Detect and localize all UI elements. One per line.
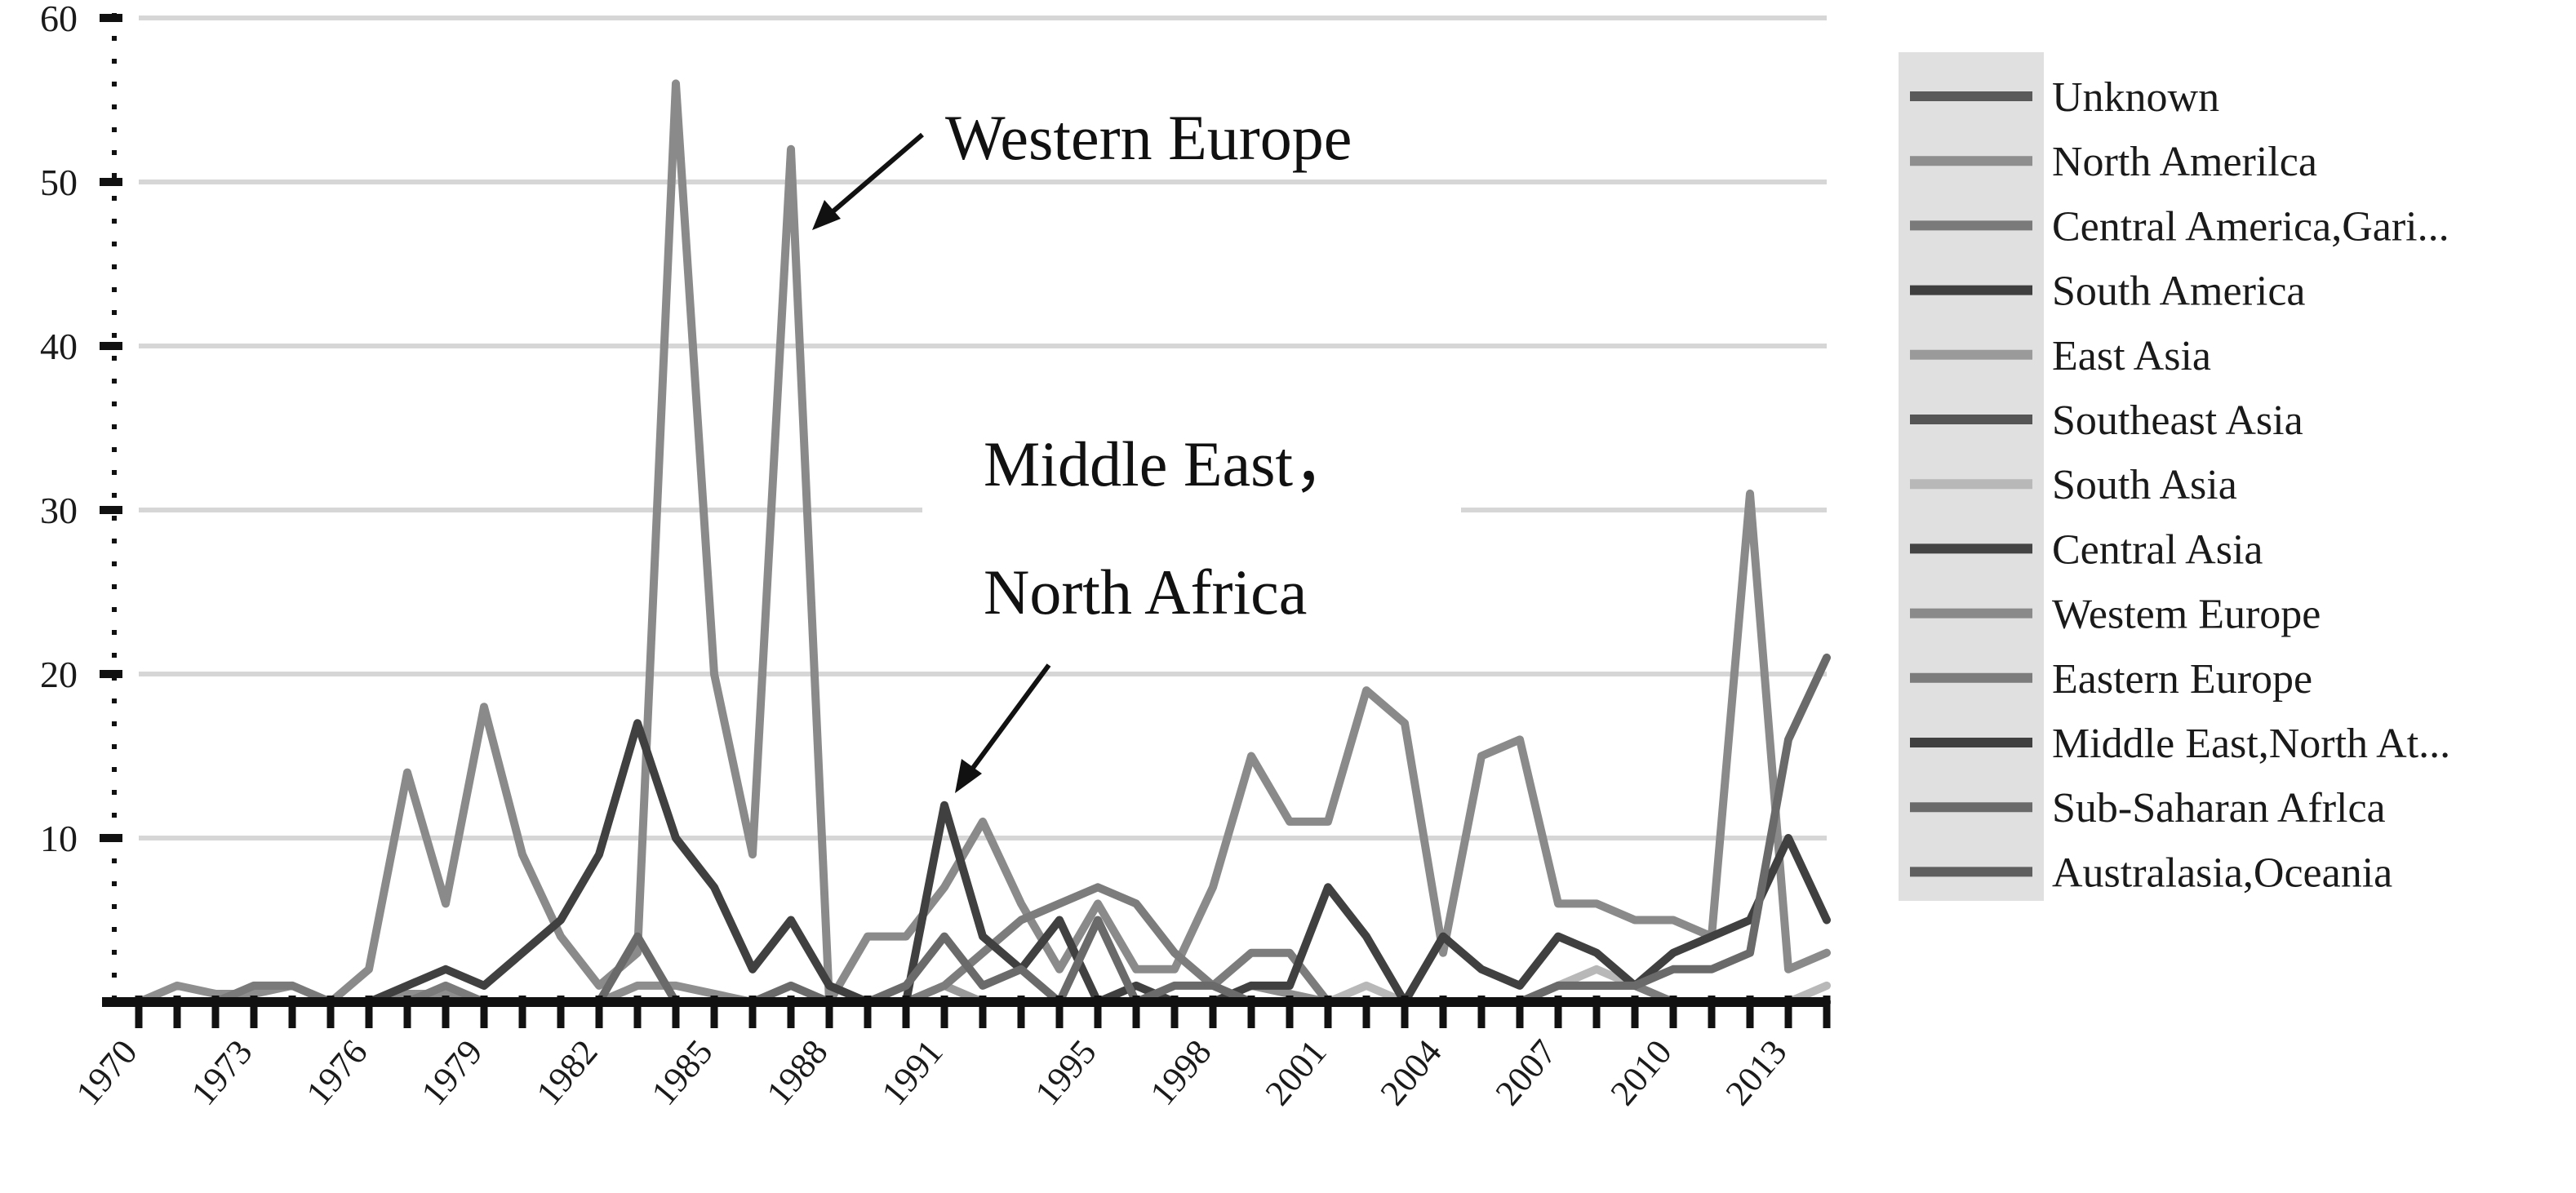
series-line-8 bbox=[135, 79, 1831, 1006]
annotation-arrowhead-middle-east bbox=[955, 759, 982, 793]
legend-label-5: Southeast Asia bbox=[2052, 397, 2303, 444]
legend-label-12: Australasia,Oceania bbox=[2052, 849, 2392, 896]
legend: Unknown North Amerilca Central America,Gar… bbox=[1899, 52, 2450, 901]
y-tick-label-10: 10 bbox=[40, 818, 78, 859]
y-tick-label-30: 30 bbox=[40, 490, 78, 531]
legend-label-3: South America bbox=[2052, 268, 2306, 315]
legend-label-6: South Asia bbox=[2052, 462, 2237, 508]
annotation-backdrop-western-europe bbox=[922, 90, 1510, 180]
legend-label-0: Unknown bbox=[2052, 74, 2219, 121]
annotation-arrow-western-europe bbox=[816, 132, 924, 227]
legend-label-9: Eastern Europe bbox=[2052, 656, 2312, 703]
annotation-middle-east: Middle East， bbox=[984, 428, 1357, 499]
y-tick-label-60: 60 bbox=[40, 0, 78, 39]
annotation-backdrop-middle-east bbox=[922, 408, 1461, 653]
y-tick-label-50: 50 bbox=[40, 162, 78, 203]
annotation-arrowhead-western-europe bbox=[812, 200, 841, 230]
legend-swatch-panel bbox=[1899, 52, 2044, 901]
annotations: Western Europe Middle East， North Africa bbox=[812, 90, 1510, 793]
y-tick-label-20: 20 bbox=[40, 654, 78, 695]
legend-label-4: East Asia bbox=[2052, 333, 2211, 379]
legend-label-10: Middle East,North At... bbox=[2052, 721, 2450, 767]
annotation-arrow-middle-east bbox=[959, 663, 1051, 785]
series-line-10 bbox=[135, 719, 1831, 1006]
legend-label-1: North Amerilca bbox=[2052, 139, 2317, 185]
y-tick-label-40: 40 bbox=[40, 326, 78, 367]
legend-label-8: Westem Europe bbox=[2052, 592, 2321, 638]
annotation-western-europe: Western Europe bbox=[945, 102, 1352, 173]
legend-label-11: Sub-Saharan Afrlca bbox=[2052, 785, 2386, 832]
legend-label-2: Central America,Gari... bbox=[2052, 203, 2449, 250]
annotation-north-africa: North Africa bbox=[984, 557, 1307, 628]
y-axis-ticks: 10 20 30 40 50 60 bbox=[40, 0, 122, 859]
legend-label-7: Central Asia bbox=[2052, 526, 2263, 573]
